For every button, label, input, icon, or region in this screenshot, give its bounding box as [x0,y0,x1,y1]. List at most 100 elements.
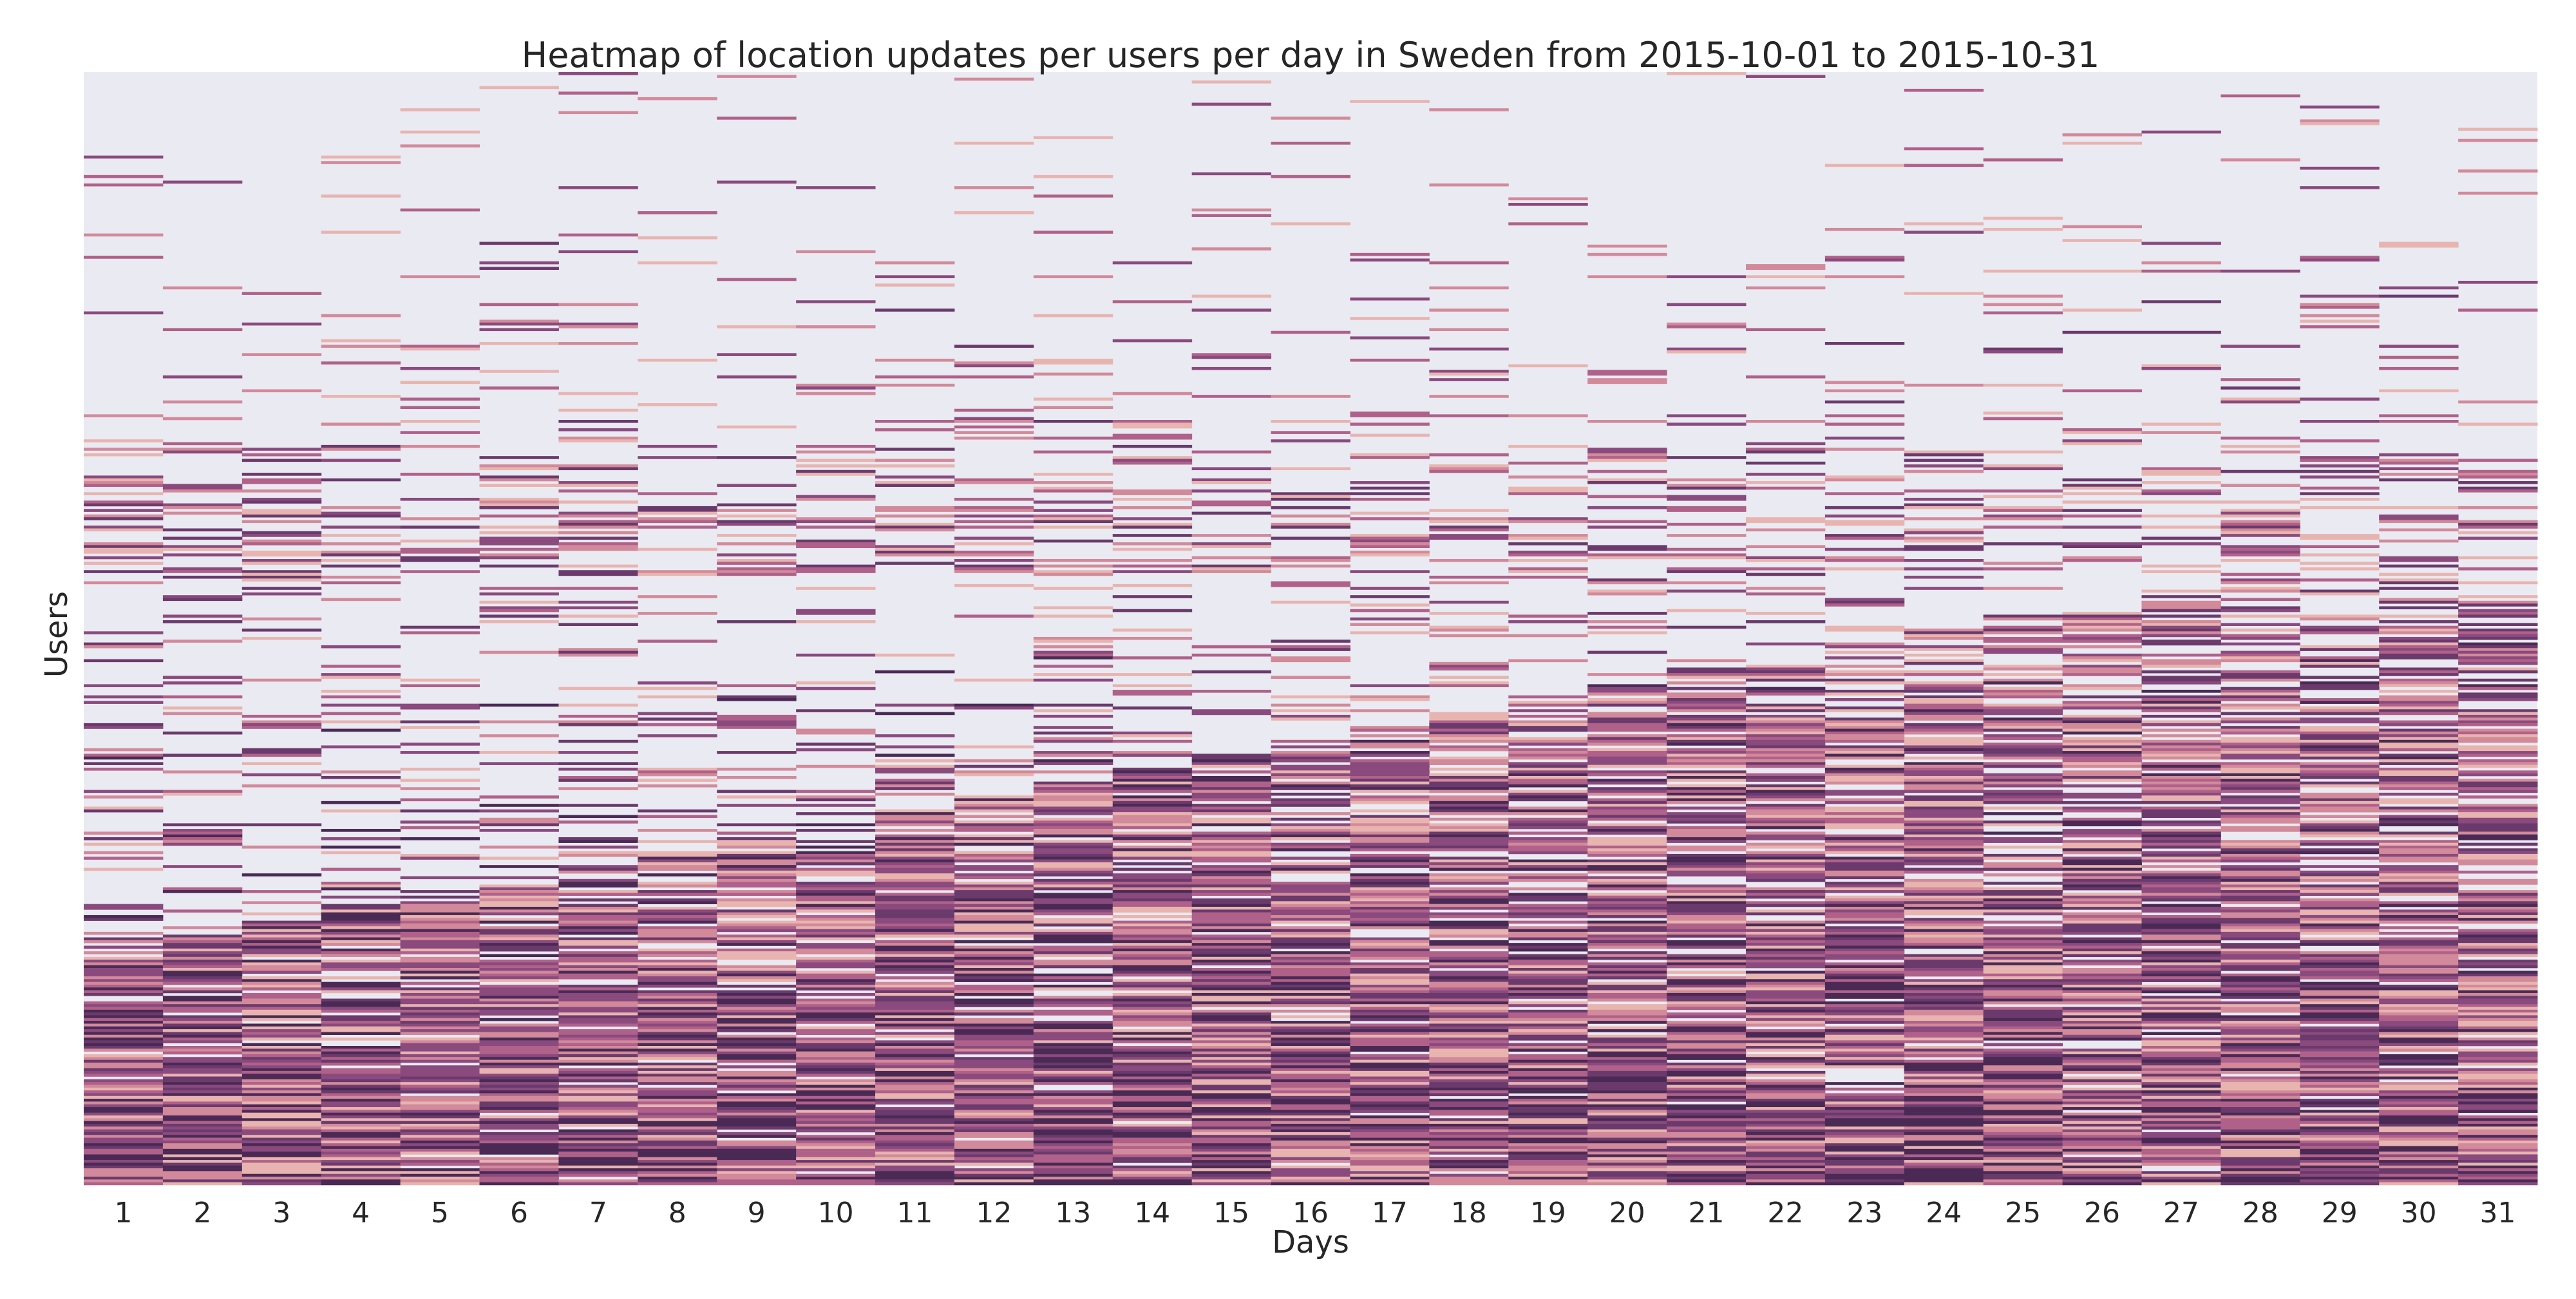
heatmap-cell [479,467,559,471]
heatmap-cell [321,1101,401,1105]
heatmap-cell [2141,798,2221,802]
heatmap-cell [638,1065,717,1068]
heatmap-cell [558,91,638,95]
heatmap-cell [1983,990,2063,994]
heatmap-cell [1587,845,1667,849]
heatmap-cell [1033,929,1113,933]
heatmap-cell [2300,712,2380,716]
heatmap-cell [479,829,559,832]
heatmap-cell [321,598,401,602]
heatmap-cell [1429,809,1509,813]
heatmap-cell [638,981,717,985]
heatmap-cell [954,1093,1034,1097]
heatmap-cell [2062,1018,2142,1021]
heatmap-cell [2379,784,2459,788]
heatmap-cell [954,706,1034,710]
heatmap-cell [2221,553,2300,556]
heatmap-cell [479,984,559,988]
heatmap-cell [2300,706,2380,710]
heatmap-cell [1667,965,1747,969]
heatmap-cell [2379,720,2459,724]
heatmap-cell [1429,1068,1509,1072]
heatmap-cell [1350,884,1430,888]
heatmap-cell [717,893,797,896]
heatmap-cell [1350,609,1430,612]
heatmap-cell [2458,629,2538,632]
heatmap-cell [2062,1051,2142,1055]
heatmap-cell [162,887,243,891]
heatmap-cell [1350,831,1430,835]
heatmap-cell [1667,862,1747,866]
heatmap-cell [479,1074,559,1077]
heatmap-cell [1112,492,1193,495]
heatmap-cell [1429,684,1509,688]
heatmap-cell [2141,1090,2221,1094]
heatmap-cell [954,940,1034,943]
heatmap-cell [1033,726,1113,729]
heatmap-cell [1350,1101,1430,1105]
heatmap-cell [2458,954,2538,958]
heatmap-cell [796,1015,876,1019]
heatmap-cell [1271,1029,1350,1032]
heatmap-cell [1745,486,1826,490]
heatmap-cell [162,960,243,963]
heatmap-cell [2062,948,2142,952]
heatmap-cell [2141,620,2221,623]
heatmap-cell [1508,1101,1588,1105]
heatmap-cell [1508,790,1588,793]
heatmap-cell [1745,878,1826,882]
heatmap-cell [954,992,1034,996]
heatmap-cell [1508,1054,1588,1057]
heatmap-cell [1983,734,2063,737]
heatmap-cell [1587,895,1667,899]
heatmap-cell [1033,904,1113,907]
heatmap-cell [1112,845,1193,849]
heatmap-cell [2379,706,2459,710]
heatmap-cell [2379,506,2459,509]
heatmap-cell [1745,909,1826,913]
heatmap-cell [1824,792,1905,796]
heatmap-cell [1904,815,1984,819]
heatmap-cell [2458,631,2538,634]
heatmap-cell [1271,1118,1350,1121]
heatmap-cell [2458,826,2538,830]
heatmap-cell [1350,486,1430,490]
heatmap-cell [875,971,955,974]
heatmap-cell [2458,790,2538,793]
heatmap-cell [2221,817,2300,821]
heatmap-cell [717,1054,797,1057]
heatmap-cell [162,706,243,710]
heatmap-cell [2458,781,2538,785]
heatmap-cell [1429,865,1509,868]
heatmap-cell [558,1137,638,1141]
heatmap-cell [558,1099,638,1102]
heatmap-cell [2062,225,2142,229]
heatmap-cell [1350,909,1430,913]
heatmap-cell [321,478,401,482]
heatmap-cell [400,920,480,924]
heatmap-cell [717,954,797,958]
heatmap-cell [84,1090,164,1094]
heatmap-cell [1271,907,1350,910]
heatmap-cell [1824,895,1905,899]
heatmap-cell [1112,898,1193,902]
heatmap-cell [2221,706,2300,710]
heatmap-cell [400,915,480,918]
heatmap-cell [1350,829,1430,832]
heatmap-cell [1904,717,1984,721]
heatmap-cell [1983,893,2063,896]
heatmap-cell [2141,603,2221,607]
heatmap-cell [2458,787,2538,790]
heatmap-cell [1112,868,1193,871]
heatmap-cell [162,979,243,982]
heatmap-cell [1112,497,1193,501]
heatmap-cell [2300,1059,2380,1063]
heatmap-cell [162,1129,243,1133]
heatmap-cell [242,509,322,512]
heatmap-cell [2300,1079,2380,1083]
heatmap-cell [638,97,717,100]
heatmap-cell [1112,857,1193,860]
heatmap-cell [875,915,955,918]
heatmap-cell [1429,600,1509,604]
heatmap-cell [1983,227,2063,231]
